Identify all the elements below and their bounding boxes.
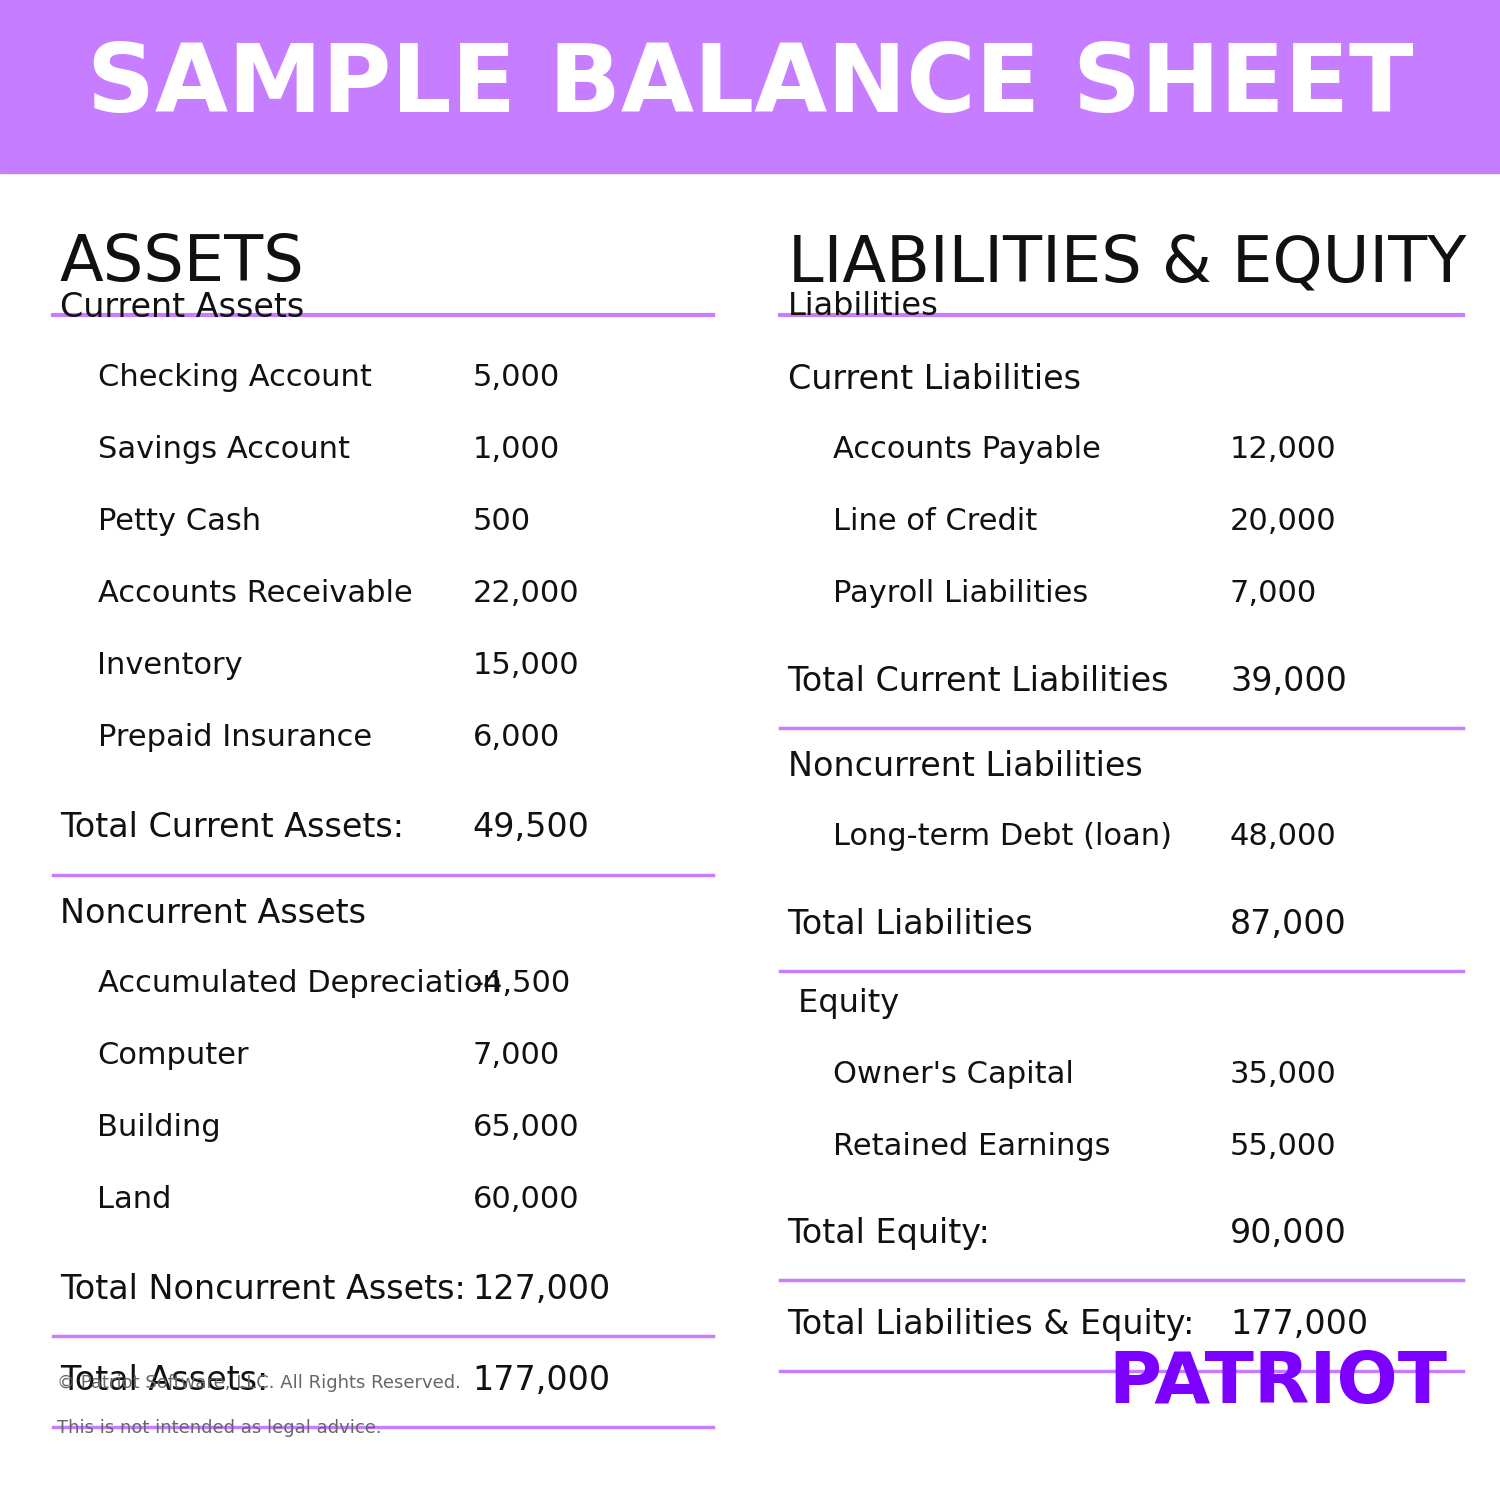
Text: 15,000: 15,000 [472, 651, 579, 680]
Text: Land: Land [98, 1185, 172, 1214]
Text: Accounts Receivable: Accounts Receivable [98, 579, 413, 608]
Text: Accounts Payable: Accounts Payable [833, 435, 1101, 463]
Text: SAMPLE BALANCE SHEET: SAMPLE BALANCE SHEET [87, 40, 1413, 132]
Text: 127,000: 127,000 [472, 1274, 610, 1306]
Text: Retained Earnings: Retained Earnings [833, 1131, 1110, 1161]
Text: -4,500: -4,500 [472, 969, 570, 998]
Text: 177,000: 177,000 [472, 1364, 610, 1396]
Text: 5,000: 5,000 [472, 363, 560, 392]
Text: Total Current Liabilities: Total Current Liabilities [788, 664, 1168, 698]
Bar [0, 0, 1500, 172]
Text: Owner's Capital: Owner's Capital [833, 1059, 1074, 1089]
Text: 48,000: 48,000 [1230, 822, 1336, 850]
Text: 60,000: 60,000 [472, 1185, 579, 1214]
Text: Noncurrent Assets: Noncurrent Assets [60, 897, 366, 930]
Text: This is not intended as legal advice.: This is not intended as legal advice. [57, 1419, 381, 1437]
Text: 7,000: 7,000 [472, 1041, 560, 1070]
Text: 65,000: 65,000 [472, 1113, 579, 1142]
Text: 20,000: 20,000 [1230, 507, 1336, 536]
Text: PATRIOT: PATRIOT [1108, 1348, 1448, 1418]
Text: Current Assets: Current Assets [60, 291, 304, 324]
Text: Total Liabilities: Total Liabilities [788, 908, 1034, 940]
Text: 177,000: 177,000 [1230, 1308, 1368, 1341]
Text: 500: 500 [472, 507, 531, 536]
Text: 7,000: 7,000 [1230, 579, 1317, 608]
Text: 87,000: 87,000 [1230, 908, 1347, 940]
Text: Computer: Computer [98, 1041, 249, 1070]
Text: 35,000: 35,000 [1230, 1059, 1336, 1089]
Text: Liabilities: Liabilities [788, 291, 939, 322]
Text: 22,000: 22,000 [472, 579, 579, 608]
Text: Total Equity:: Total Equity: [788, 1216, 990, 1249]
Text: 6,000: 6,000 [472, 723, 560, 752]
Text: 90,000: 90,000 [1230, 1216, 1347, 1249]
Text: Noncurrent Liabilities: Noncurrent Liabilities [788, 750, 1143, 783]
Text: Prepaid Insurance: Prepaid Insurance [98, 723, 372, 752]
Text: Equity: Equity [788, 987, 898, 1018]
Text: © Patriot Software, LLC. All Rights Reserved.: © Patriot Software, LLC. All Rights Rese… [57, 1374, 460, 1392]
Text: Payroll Liabilities: Payroll Liabilities [833, 579, 1088, 608]
Text: Savings Account: Savings Account [98, 435, 350, 463]
Text: 1,000: 1,000 [472, 435, 560, 463]
Text: Line of Credit: Line of Credit [833, 507, 1036, 536]
Text: Total Liabilities & Equity:: Total Liabilities & Equity: [788, 1308, 1196, 1341]
Text: 49,500: 49,500 [472, 812, 590, 844]
Text: 55,000: 55,000 [1230, 1131, 1336, 1161]
Text: ASSETS: ASSETS [60, 232, 304, 294]
Text: Building: Building [98, 1113, 220, 1142]
Text: Inventory: Inventory [98, 651, 243, 680]
Text: Checking Account: Checking Account [98, 363, 372, 392]
Text: Petty Cash: Petty Cash [98, 507, 261, 536]
Text: Total Noncurrent Assets:: Total Noncurrent Assets: [60, 1274, 465, 1306]
Text: 39,000: 39,000 [1230, 664, 1347, 698]
Text: Total Current Assets:: Total Current Assets: [60, 812, 404, 844]
Text: 12,000: 12,000 [1230, 435, 1336, 463]
Text: Current Liabilities: Current Liabilities [788, 363, 1080, 396]
Text: Long-term Debt (loan): Long-term Debt (loan) [833, 822, 1172, 850]
Text: LIABILITIES & EQUITY: LIABILITIES & EQUITY [788, 232, 1466, 294]
Text: Total Assets:: Total Assets: [60, 1364, 268, 1396]
Text: Accumulated Depreciation: Accumulated Depreciation [98, 969, 501, 998]
